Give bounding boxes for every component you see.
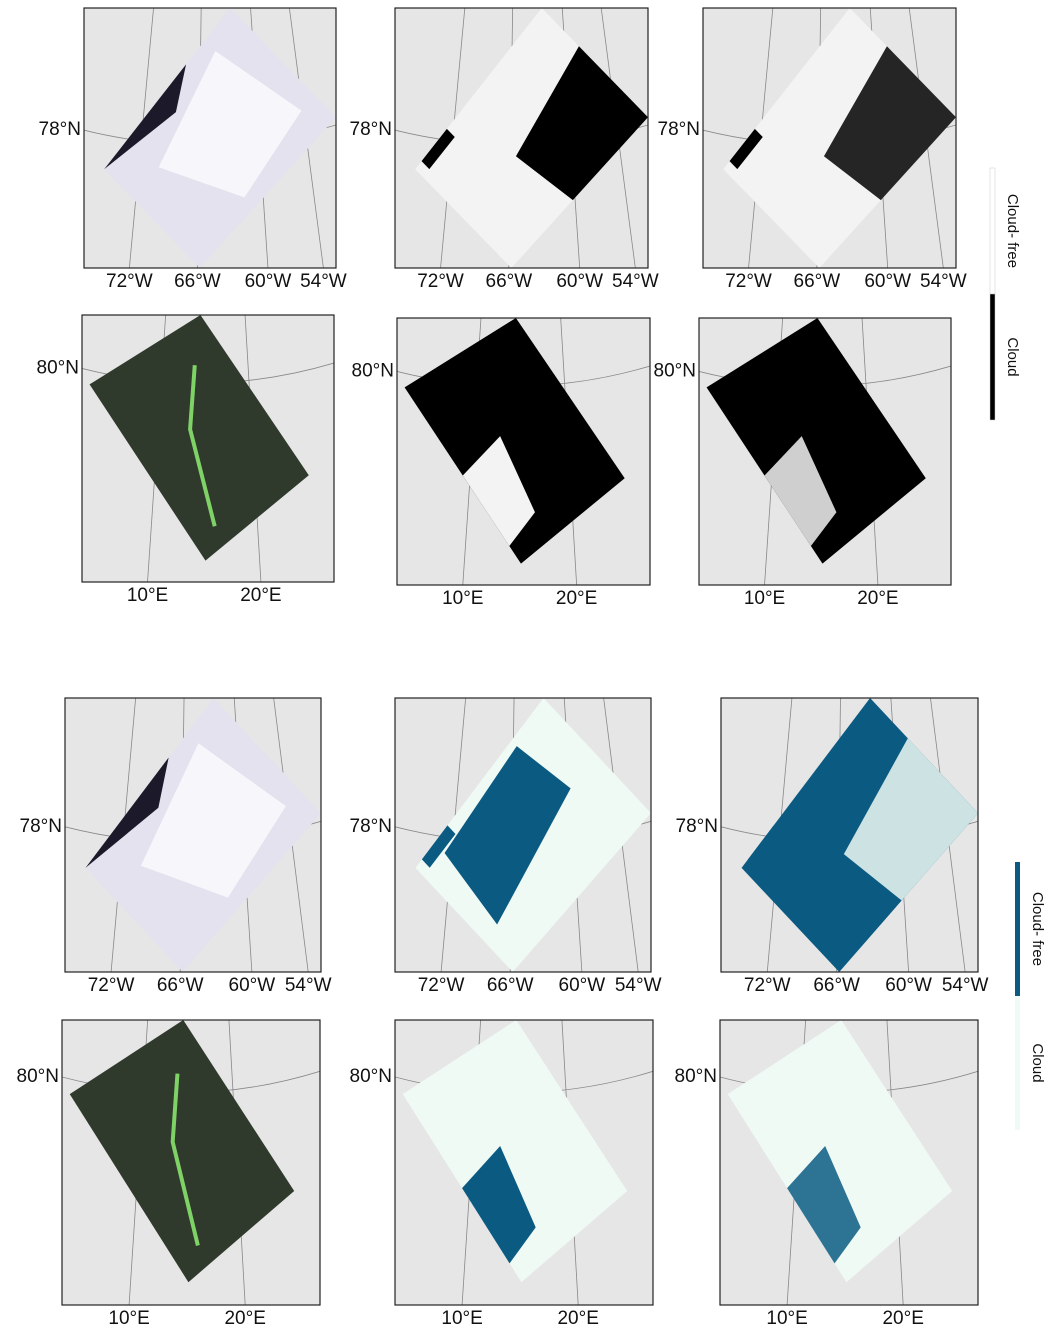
map-panel — [82, 315, 334, 582]
longitude-label: 60°W — [864, 271, 911, 292]
figure: 78°N 72°W 66°W 60°W 54°W 78°N 72°W 66°W 60°W 54°W… — [0, 0, 1048, 1332]
map-panel — [395, 698, 651, 972]
legend-label: Cloud- free — [1004, 194, 1021, 268]
latitude-label: 80°N — [350, 1066, 392, 1087]
longitude-label: 10°E — [127, 585, 168, 606]
latitude-label: 78°N — [658, 119, 700, 140]
legend-label: Cloud — [1004, 337, 1021, 376]
longitude-label: 20°E — [240, 585, 281, 606]
longitude-label: 60°W — [556, 271, 603, 292]
latitude-label: 80°N — [675, 1066, 717, 1087]
legend-label: Cloud — [1029, 1043, 1046, 1082]
longitude-label: 20°E — [882, 1308, 923, 1329]
longitude-label: 54°W — [920, 271, 967, 292]
longitude-label: 54°W — [942, 975, 989, 996]
legend-swatch — [1015, 862, 1020, 996]
longitude-label: 60°W — [885, 975, 932, 996]
map-panel — [84, 8, 336, 268]
latitude-label: 80°N — [654, 360, 696, 381]
map-panel — [720, 1020, 978, 1305]
latitude-label: 78°N — [350, 119, 392, 140]
longitude-label: 20°E — [557, 1308, 598, 1329]
longitude-label: 72°W — [417, 271, 464, 292]
longitude-label: 60°W — [229, 975, 276, 996]
map-panel — [397, 318, 650, 585]
longitude-label: 60°W — [559, 975, 606, 996]
longitude-label: 72°W — [725, 271, 772, 292]
longitude-label: 54°W — [285, 975, 332, 996]
longitude-label: 10°E — [442, 588, 483, 609]
longitude-label: 72°W — [744, 975, 791, 996]
longitude-label: 66°W — [486, 271, 533, 292]
longitude-label: 54°W — [612, 271, 659, 292]
longitude-label: 66°W — [157, 975, 204, 996]
longitude-label: 66°W — [174, 271, 221, 292]
map-panel — [62, 1020, 320, 1305]
map-panel — [395, 8, 648, 268]
longitude-label: 10°E — [441, 1308, 482, 1329]
map-panel — [703, 8, 956, 268]
legend-swatch — [990, 168, 995, 294]
map-panel — [65, 698, 321, 972]
longitude-label: 10°E — [108, 1308, 149, 1329]
longitude-label: 20°E — [857, 588, 898, 609]
legend-swatch — [1015, 996, 1020, 1130]
latitude-label: 78°N — [350, 816, 392, 837]
longitude-label: 10°E — [744, 588, 785, 609]
legend-label: Cloud- free — [1029, 892, 1046, 966]
longitude-label: 66°W — [487, 975, 534, 996]
latitude-label: 80°N — [17, 1066, 59, 1087]
longitude-label: 54°W — [615, 975, 662, 996]
map-panel — [721, 698, 978, 972]
longitude-label: 54°W — [300, 271, 347, 292]
longitude-label: 66°W — [794, 271, 841, 292]
longitude-label: 72°W — [418, 975, 465, 996]
latitude-label: 80°N — [352, 360, 394, 381]
legend-swatch — [990, 294, 995, 420]
map-panel — [395, 1020, 653, 1305]
latitude-label: 78°N — [676, 816, 718, 837]
longitude-label: 72°W — [88, 975, 135, 996]
latitude-label: 78°N — [39, 119, 81, 140]
longitude-label: 72°W — [106, 271, 153, 292]
longitude-label: 66°W — [813, 975, 860, 996]
latitude-label: 78°N — [20, 816, 62, 837]
latitude-label: 80°N — [37, 357, 79, 378]
longitude-label: 10°E — [766, 1308, 807, 1329]
longitude-label: 20°E — [224, 1308, 265, 1329]
longitude-label: 60°W — [245, 271, 292, 292]
map-panel — [699, 318, 951, 585]
longitude-label: 20°E — [556, 588, 597, 609]
